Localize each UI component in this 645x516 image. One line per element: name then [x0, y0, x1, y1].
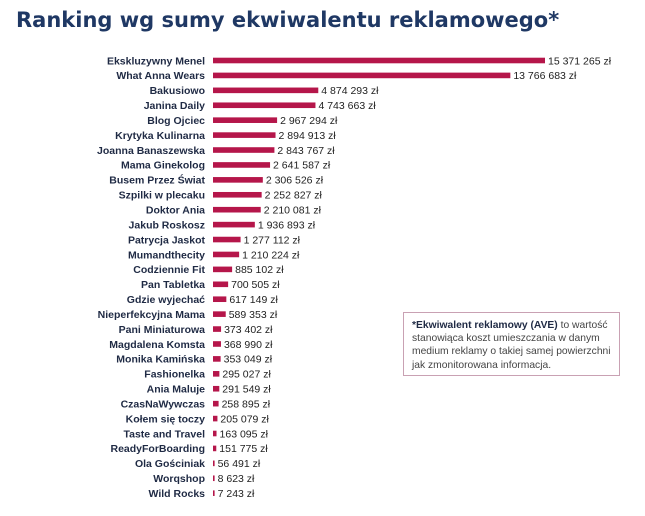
value-label: 56 491 zł — [218, 458, 261, 470]
value-label: 617 149 zł — [229, 294, 278, 306]
category-label: Patrycja Jaskot — [128, 234, 206, 246]
value-label: 295 027 zł — [222, 369, 271, 381]
category-label: Codziennie Fit — [133, 264, 205, 276]
value-label: 15 371 265 zł — [548, 55, 612, 67]
bar — [213, 430, 217, 437]
value-label: 13 766 683 zł — [513, 70, 577, 82]
category-label: Krytyka Kulinarna — [115, 130, 205, 142]
bar — [213, 460, 215, 467]
bar — [213, 206, 261, 213]
value-label: 1 210 224 zł — [242, 249, 300, 261]
category-label: What Anna Wears — [116, 70, 205, 82]
bar — [213, 266, 233, 273]
footnote-definition: to wartość stanowiąca koszt umieszczania… — [412, 320, 611, 371]
value-label: 2 894 913 zł — [279, 130, 337, 142]
category-label: Monika Kamińska — [116, 354, 205, 366]
bar — [213, 147, 275, 153]
category-label: Pan Tabletka — [141, 279, 205, 291]
footnote-term: *Ekwiwalent reklamowy (AVE) — [412, 320, 558, 331]
category-label: Szpilki w plecaku — [119, 190, 205, 202]
value-label: 2 641 587 zł — [273, 160, 331, 172]
bar — [213, 87, 319, 94]
category-label: Joanna Banaszewska — [97, 145, 205, 157]
value-label: 885 102 zł — [235, 264, 284, 276]
value-label: 353 049 zł — [224, 354, 273, 366]
bar — [213, 102, 316, 109]
ave-footnote-box: *Ekwiwalent reklamowy (AVE) to wartość s… — [403, 312, 620, 376]
category-label: Doktor Ania — [146, 205, 205, 217]
value-label: 163 095 zł — [220, 428, 269, 440]
bar — [213, 281, 229, 288]
chart-title: Ranking wg sumy ekwiwalentu reklamowego* — [16, 8, 560, 32]
bar — [213, 296, 227, 303]
bar — [213, 251, 240, 258]
value-label: 258 895 zł — [222, 398, 271, 410]
category-label: Taste and Travel — [123, 428, 205, 440]
bar — [213, 445, 217, 452]
value-label: 8 623 zł — [218, 473, 255, 485]
bar — [213, 490, 215, 496]
category-label: Magdalena Komsta — [109, 339, 205, 351]
category-label: Kołem się toczy — [126, 413, 206, 425]
bar — [213, 385, 220, 392]
category-label: Pani Miniaturowa — [119, 324, 206, 336]
bar — [213, 236, 241, 243]
category-label: CzasNaWywczas — [121, 398, 206, 410]
category-label: Mumandthecity — [128, 249, 205, 261]
bar — [213, 191, 262, 198]
value-label: 4 743 663 zł — [318, 100, 376, 112]
bar — [213, 221, 255, 228]
bar — [213, 162, 271, 168]
value-label: 2 843 767 zł — [277, 145, 335, 157]
category-label: Ekskluzywny Menel — [107, 55, 205, 67]
value-label: 373 402 zł — [224, 324, 273, 336]
value-label: 4 874 293 zł — [321, 85, 379, 97]
category-label: Janina Daily — [144, 100, 205, 112]
value-label: 2 210 081 zł — [264, 205, 322, 217]
bar — [213, 72, 511, 79]
value-label: 205 079 zł — [220, 413, 269, 425]
category-label: Busem Przez Świat — [109, 174, 205, 187]
value-label: 589 353 zł — [229, 309, 278, 321]
value-label: 151 775 zł — [219, 443, 268, 455]
category-label: Ola Gościniak — [135, 458, 205, 470]
category-label: Ania Maluje — [147, 384, 206, 396]
category-label: Blog Ojciec — [147, 115, 205, 127]
category-label: Gdzie wyjechać — [127, 294, 205, 306]
category-label: Nieperfekcyjna Mama — [98, 309, 206, 321]
value-label: 1 277 112 zł — [244, 234, 301, 246]
bar — [213, 311, 226, 317]
category-label: Worqshop — [153, 473, 205, 485]
bar — [213, 400, 219, 407]
category-label: ReadyForBoarding — [110, 443, 205, 455]
value-label: 368 990 zł — [224, 339, 273, 351]
value-label: 7 243 zł — [218, 488, 255, 500]
category-label: Wild Rocks — [149, 488, 206, 500]
bar — [213, 475, 215, 482]
bar — [213, 341, 221, 347]
value-label: 700 505 zł — [231, 279, 280, 291]
category-label: Mama Ginekolog — [121, 160, 205, 172]
category-label: Jakub Roskosz — [129, 219, 205, 231]
bar — [213, 356, 221, 362]
value-label: 291 549 zł — [222, 384, 271, 396]
value-label: 2 306 526 zł — [266, 175, 324, 187]
value-label: 2 967 294 zł — [280, 115, 338, 127]
category-label: Fashionelka — [144, 369, 205, 381]
bar — [213, 57, 545, 64]
bar — [213, 371, 220, 377]
bar — [213, 117, 278, 123]
value-label: 2 252 827 zł — [265, 190, 323, 202]
bar — [213, 326, 222, 332]
bar — [213, 177, 263, 183]
bar — [213, 415, 218, 422]
bar — [213, 132, 276, 138]
value-label: 1 936 893 zł — [258, 219, 316, 231]
category-label: Bakusiowo — [150, 85, 205, 97]
